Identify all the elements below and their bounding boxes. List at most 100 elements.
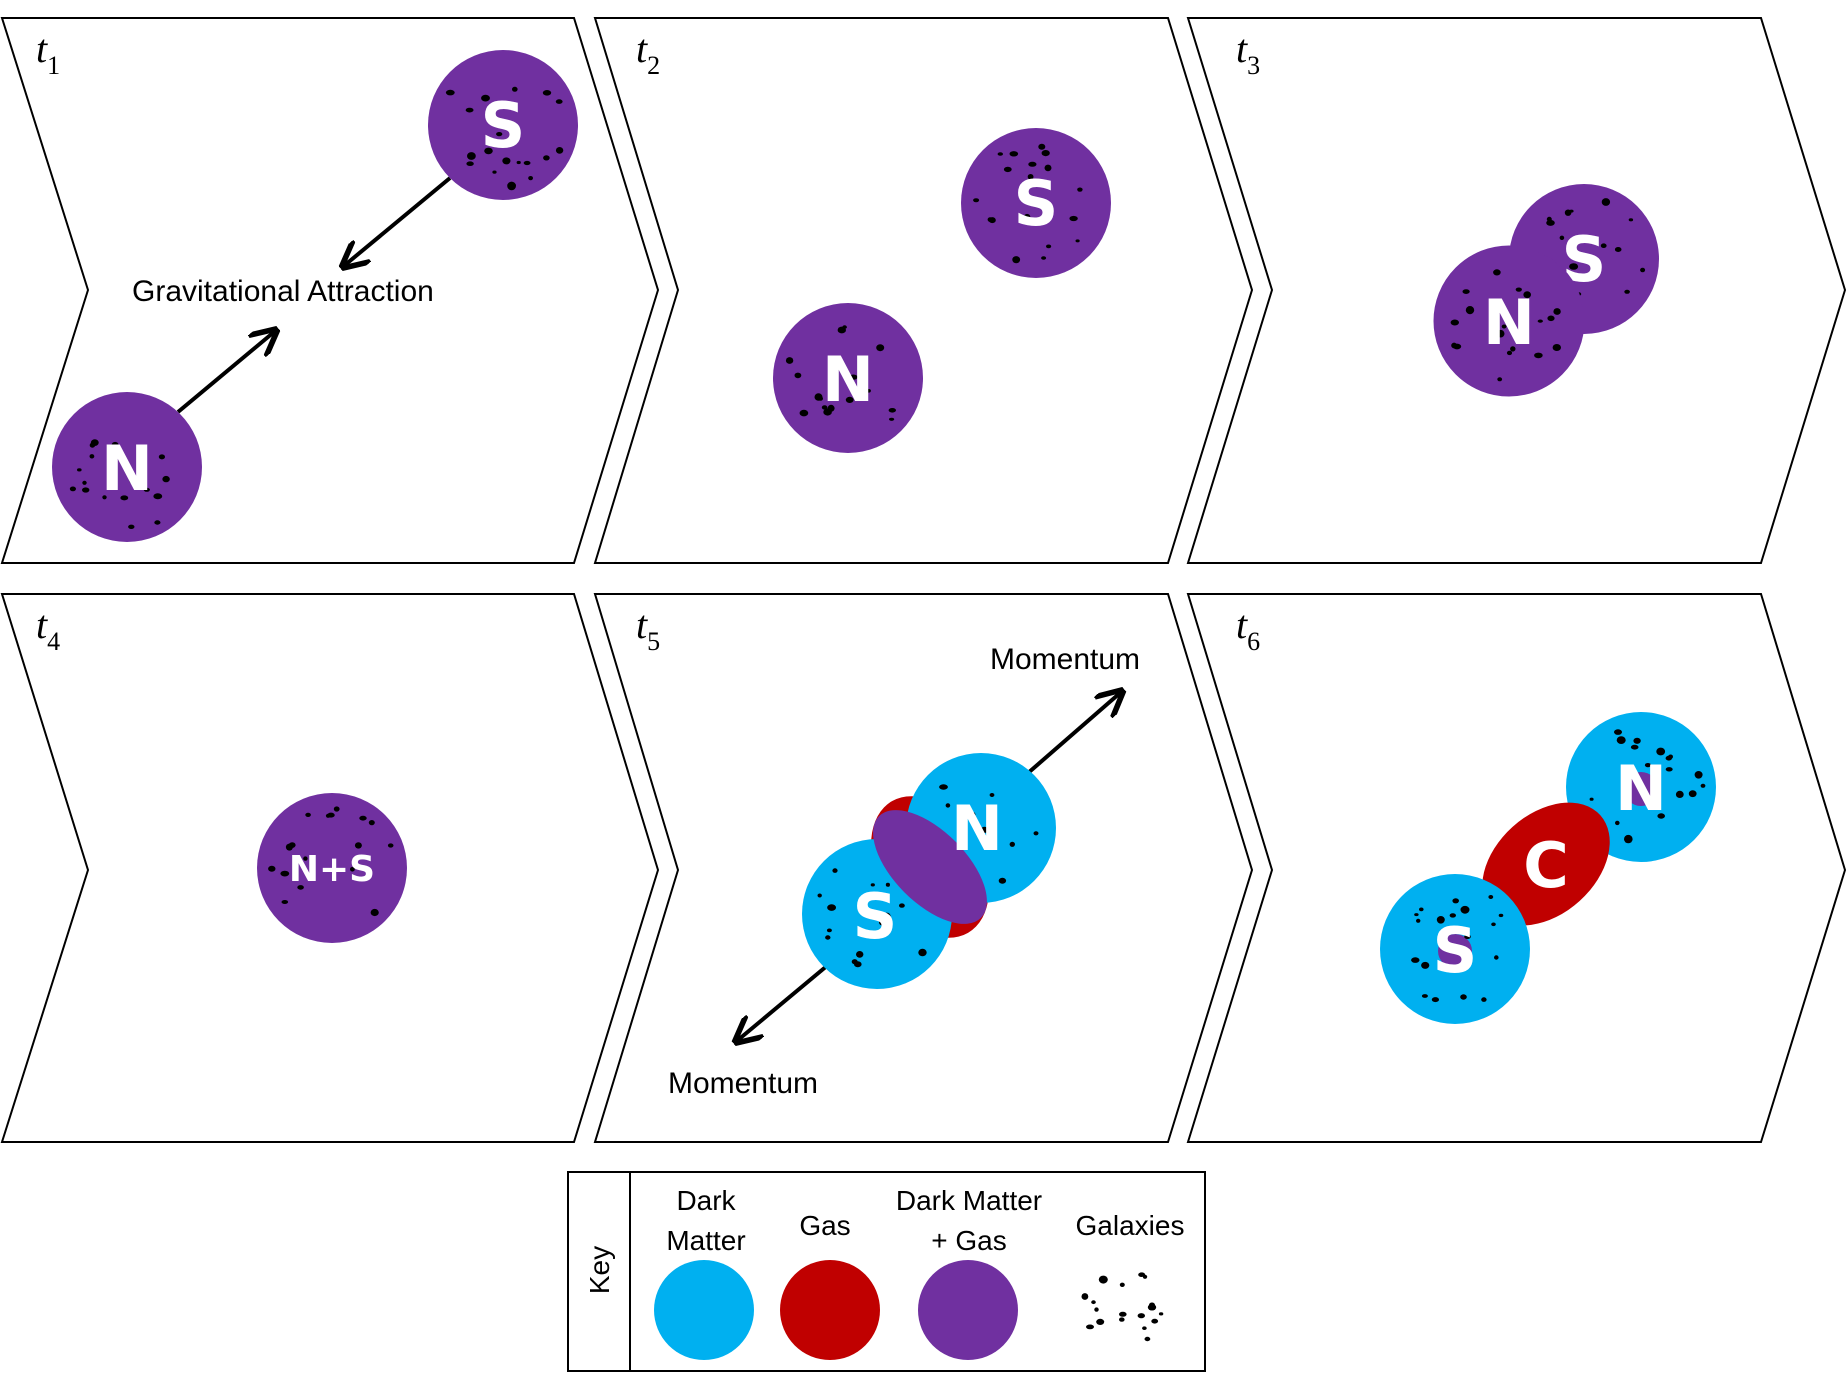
panel-t6-label: t6 (1236, 602, 1260, 656)
dark-matter-gas-overlap (873, 810, 987, 924)
galaxy-dot (333, 806, 340, 812)
galaxy-dot (1496, 329, 1505, 338)
galaxy-dot (1431, 997, 1439, 1003)
galaxy-dot (1460, 994, 1467, 1000)
galaxy-dot (484, 147, 493, 155)
galaxy-dot (1460, 905, 1470, 914)
gravitational-attraction-label: Gravitational Attraction (132, 275, 434, 308)
galaxy-dot (978, 834, 983, 838)
cluster-south-label: S (1014, 167, 1059, 240)
cluster-south-label: S (853, 880, 898, 953)
galaxy-dot (69, 486, 76, 492)
galaxy-dot (90, 439, 99, 446)
galaxy-dot (878, 919, 887, 926)
galaxy-dot (876, 344, 885, 352)
galaxy-dot (1668, 754, 1673, 759)
galaxy-dot (280, 870, 290, 877)
galaxy-dot (512, 86, 518, 92)
panel-t1-label: t1 (36, 26, 60, 80)
galaxy-dot (856, 951, 864, 958)
galaxy-dot (1137, 1313, 1146, 1319)
cluster-south-body (428, 50, 578, 200)
galaxy-dot (939, 784, 948, 790)
galaxy-dot (1028, 161, 1037, 167)
galaxy-dot (794, 372, 802, 379)
legend-dm-gas-label-1: Dark Matter (896, 1185, 1042, 1216)
galaxy-dot (281, 900, 289, 904)
galaxy-dot (466, 161, 474, 166)
galaxy-dot (988, 217, 996, 224)
galaxy-dot (1564, 209, 1572, 216)
cluster-merged-body (257, 793, 407, 943)
legend-dm-gas-swatch (918, 1260, 1018, 1360)
galaxy-dot (507, 181, 516, 191)
galaxy-dot (555, 99, 563, 104)
galaxy-dot (555, 147, 564, 154)
galaxy-dot (1009, 841, 1015, 847)
gas-cloud (1482, 802, 1610, 926)
galaxy-dot (1119, 1311, 1127, 1317)
galaxy-dot (1158, 1312, 1164, 1316)
galaxies-icon (69, 439, 170, 529)
galaxy-dot (1044, 164, 1052, 172)
galaxy-dot (1038, 143, 1046, 150)
galaxy-dot (354, 842, 362, 849)
galaxy-dot (818, 396, 823, 401)
galaxy-dot (845, 396, 854, 403)
galaxy-dot (1138, 1272, 1146, 1277)
galaxy-dot (120, 495, 129, 501)
galaxy-dot (1506, 350, 1513, 356)
galaxy-dot (1465, 306, 1475, 315)
legend-dm-gas-label-2: + Gas (931, 1225, 1006, 1256)
galaxy-dot (1421, 994, 1428, 998)
galaxy-dot (1041, 256, 1047, 260)
galaxy-dot (1481, 997, 1487, 1002)
galaxy-dot (1589, 797, 1594, 801)
galaxy-dot (1630, 744, 1639, 750)
galaxy-dot (1559, 235, 1565, 240)
galaxy-dot (1098, 1275, 1108, 1284)
cluster-north-core (1624, 772, 1658, 806)
galaxy-dot (307, 873, 315, 879)
galaxy-dot (1614, 247, 1622, 252)
galaxies-icon (1450, 269, 1562, 382)
galaxies-icon (1411, 895, 1504, 1003)
panel-t3: S N (1433, 184, 1659, 397)
galaxy-dot (303, 856, 308, 861)
galaxy-dot (1600, 243, 1607, 248)
galaxy-dot (445, 89, 455, 96)
galaxy-dot (1081, 1293, 1089, 1300)
galaxy-dot (528, 176, 533, 181)
galaxy-dot (1547, 315, 1555, 322)
galaxy-dot (980, 826, 989, 834)
galaxy-dot (129, 475, 138, 485)
galaxy-dot (82, 480, 87, 485)
galaxy-dot (799, 409, 809, 417)
galaxy-dot (153, 493, 163, 500)
galaxy-dot (158, 454, 165, 460)
galaxy-dot (359, 815, 367, 821)
panel-t5-label: t5 (636, 602, 660, 656)
galaxy-dot (143, 487, 150, 492)
galaxy-dot (1091, 1300, 1096, 1305)
galaxy-dot (1003, 166, 1012, 173)
galaxy-dot (1416, 918, 1421, 923)
galaxy-dot (1411, 957, 1420, 963)
galaxy-dot (114, 450, 121, 455)
galaxy-dot (387, 843, 394, 848)
galaxy-dot (1601, 198, 1611, 206)
panel-t6: N C S (1380, 712, 1716, 1024)
galaxy-dot (1096, 1318, 1105, 1325)
galaxy-dot (998, 877, 1007, 884)
galaxy-dot (285, 843, 293, 851)
legend-box (567, 1171, 1206, 1372)
legend-gas-label: Gas (799, 1210, 850, 1241)
galaxy-dot (1497, 377, 1503, 382)
galaxy-dot (128, 524, 135, 529)
cluster-center: C (1482, 802, 1610, 926)
galaxy-dot (1515, 287, 1522, 292)
legend-galaxies-label: Galaxies (1076, 1210, 1185, 1241)
galaxy-dot (899, 903, 905, 908)
galaxy-dot (1147, 1304, 1157, 1311)
